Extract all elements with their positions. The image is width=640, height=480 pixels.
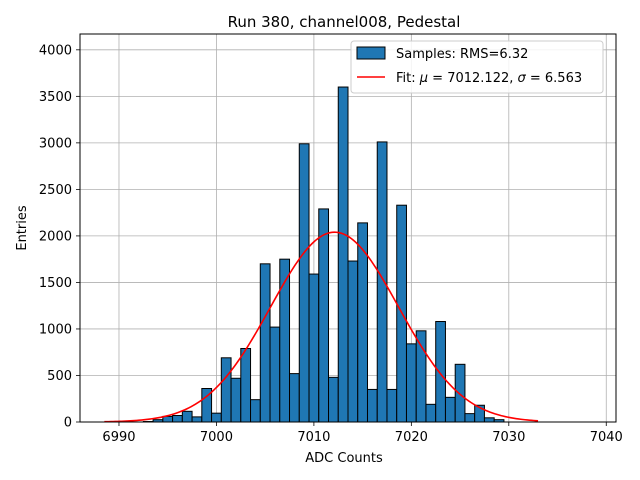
- plot-frame: [79, 33, 617, 423]
- y-tick-label: 2500: [39, 183, 72, 198]
- y-tick-label: 500: [47, 369, 72, 384]
- y-tick-label: 0: [64, 416, 72, 431]
- histogram-bar: [220, 357, 232, 423]
- legend-fit-sigma-symbol: σ: [518, 71, 527, 86]
- chart-title: Run 380, channel008, Pedestal: [228, 13, 461, 31]
- legend-fit-mu-symbol: μ: [419, 71, 428, 86]
- histogram-bar: [405, 343, 417, 423]
- x-tick-label: 6990: [102, 430, 135, 445]
- legend-samples-swatch: [356, 46, 386, 60]
- y-tick-label: 1000: [39, 322, 72, 337]
- histogram-bar: [337, 86, 349, 423]
- y-axis: 0 500 1000 1500 2000 2500 3000 3500 4000: [39, 43, 80, 431]
- x-tick-label: 7000: [200, 430, 233, 445]
- y-axis-label: Entries: [15, 205, 30, 251]
- histogram-bar: [347, 260, 359, 423]
- histogram-bars: [142, 86, 505, 423]
- x-tick-label: 7030: [492, 430, 525, 445]
- histogram-bar: [376, 141, 388, 423]
- fit-curve: [104, 231, 539, 423]
- y-tick-label: 1500: [39, 276, 72, 291]
- histogram-bar: [435, 321, 446, 423]
- histogram-bar: [240, 347, 252, 423]
- histogram-bar: [181, 410, 193, 423]
- x-axis-label: ADC Counts: [305, 451, 383, 466]
- y-tick-label: 4000: [39, 43, 72, 58]
- histogram-bar: [191, 416, 203, 423]
- legend-fit-label: Fit: μ = 7012.122, σ = 6.563: [396, 71, 582, 86]
- histogram-bar: [318, 208, 330, 423]
- x-axis: 6990 7000 7010 7020 7030 7040: [102, 422, 623, 445]
- x-tick-label: 7010: [297, 430, 330, 445]
- legend: Samples: RMS=6.32 Fit: μ = 7012.122, σ =…: [350, 40, 604, 94]
- histogram-bar: [444, 396, 456, 423]
- histogram-bar: [250, 399, 261, 423]
- histogram-bar: [366, 388, 378, 423]
- legend-fit-sigma-value: = 6.563: [526, 71, 582, 86]
- legend-fit-prefix: Fit:: [396, 71, 420, 86]
- legend-samples-label: Samples: RMS=6.32: [396, 47, 528, 62]
- histogram-bar: [298, 143, 310, 423]
- histogram-bar: [259, 263, 271, 423]
- histogram-bar: [269, 326, 281, 423]
- x-tick-label: 7020: [395, 430, 428, 445]
- histogram-bar: [483, 417, 495, 423]
- y-tick-label: 3500: [39, 90, 72, 105]
- y-tick-label: 2000: [39, 229, 72, 244]
- histogram-bar: [172, 414, 183, 423]
- histogram-bar: [308, 273, 320, 423]
- y-tick-label: 3000: [39, 136, 72, 151]
- histogram-bar: [211, 412, 222, 423]
- histogram-bar: [328, 376, 339, 423]
- histogram-bar: [464, 413, 476, 423]
- x-tick-label: 7040: [590, 430, 623, 445]
- histogram-bar: [454, 363, 466, 423]
- histogram-bar: [386, 388, 398, 423]
- legend-fit-mu-value: = 7012.122,: [428, 71, 517, 86]
- histogram-bar: [230, 377, 242, 423]
- histogram-bar: [289, 373, 300, 423]
- histogram-bar: [425, 403, 437, 423]
- legend-box: [350, 40, 604, 94]
